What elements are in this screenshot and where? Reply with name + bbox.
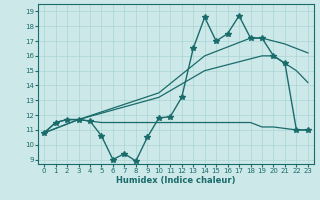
- X-axis label: Humidex (Indice chaleur): Humidex (Indice chaleur): [116, 176, 236, 185]
